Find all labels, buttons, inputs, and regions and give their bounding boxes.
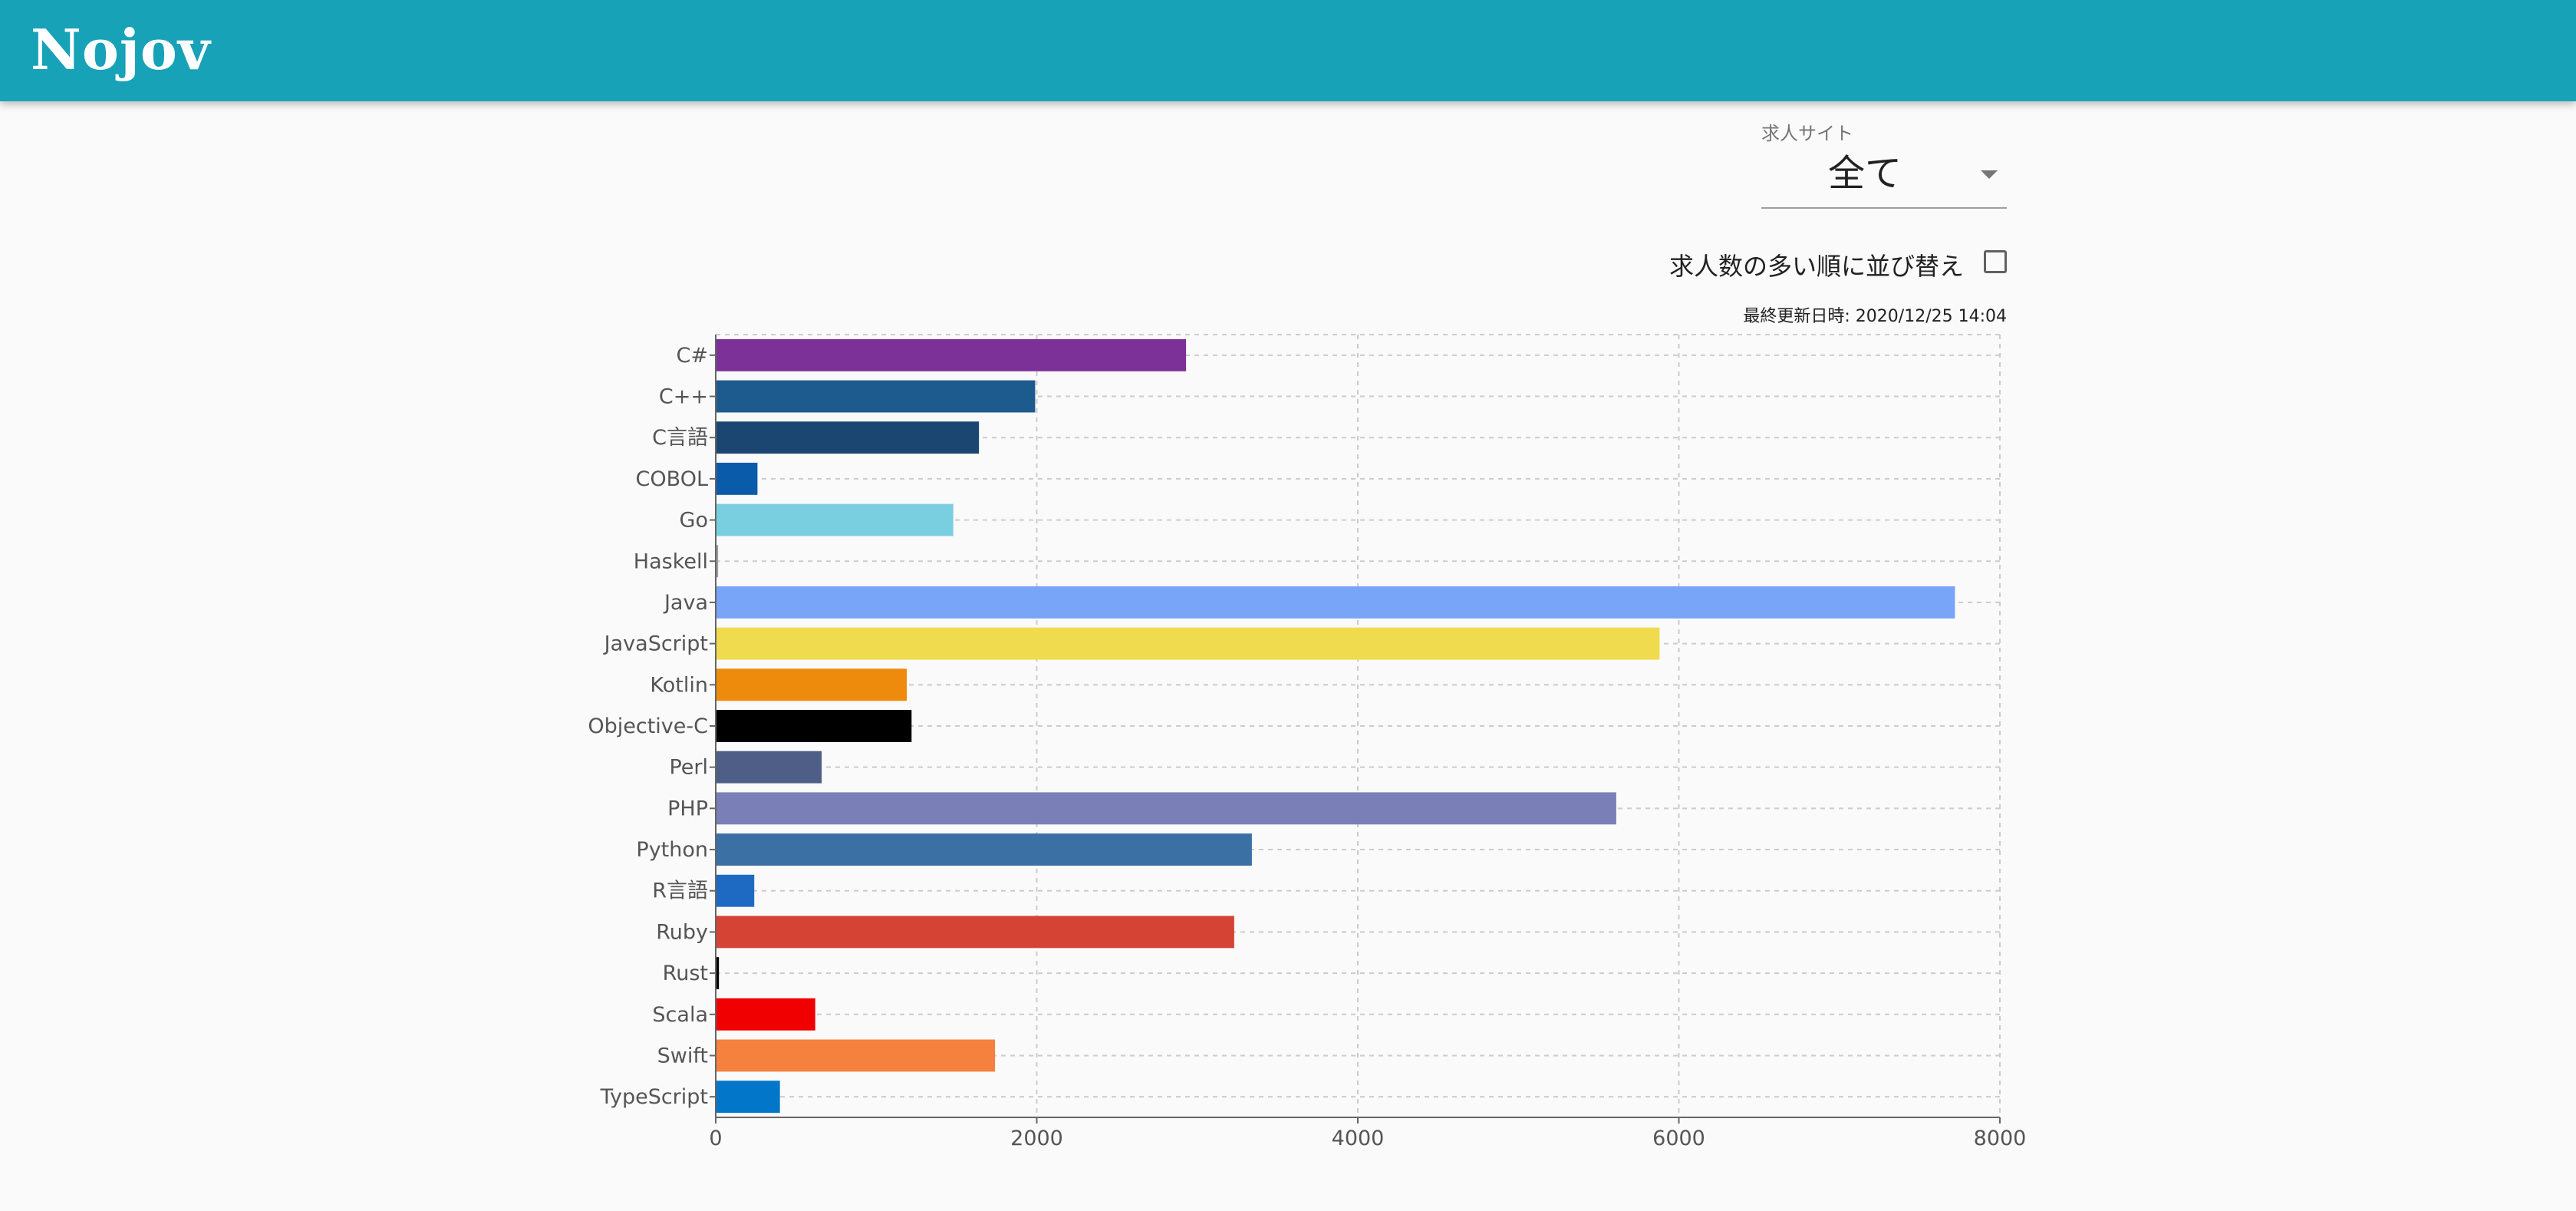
job-site-select[interactable]: 求人サイト 全て xyxy=(1761,115,2007,209)
app-logo[interactable]: Nojov xyxy=(31,17,211,82)
y-tick-label: Scala xyxy=(652,1003,708,1027)
sort-by-count-checkbox[interactable] xyxy=(1984,250,2007,273)
y-tick-label: Go xyxy=(680,509,708,533)
x-tick-label: 0 xyxy=(709,1127,722,1150)
bar[interactable] xyxy=(716,503,954,536)
y-tick-label: Ruby xyxy=(656,920,708,944)
bar[interactable] xyxy=(716,998,815,1031)
y-tick-label: Objective-C xyxy=(588,714,708,738)
y-tick-label: Java xyxy=(663,591,708,615)
select-underline xyxy=(1761,207,2007,209)
bar[interactable] xyxy=(716,916,1234,949)
y-tick-label: COBOL xyxy=(636,467,708,491)
x-tick-label: 8000 xyxy=(1974,1127,2027,1150)
bar[interactable] xyxy=(716,421,980,454)
y-tick-label: Haskell xyxy=(634,549,708,573)
y-tick-label: Rust xyxy=(663,962,708,985)
y-tick-label: C# xyxy=(677,344,708,368)
sort-by-count-label[interactable]: 求人数の多い順に並び替え xyxy=(1668,252,1964,281)
y-tick-label: Python xyxy=(636,838,708,862)
y-tick-label: C++ xyxy=(659,385,708,409)
bar[interactable] xyxy=(716,751,822,784)
last-updated-text: 最終更新日時: 2020/12/25 14:04 xyxy=(1743,307,2007,326)
bar[interactable] xyxy=(716,586,1955,619)
bar[interactable] xyxy=(716,668,908,701)
x-tick-label: 2000 xyxy=(1010,1127,1063,1150)
x-tick-label: 4000 xyxy=(1332,1127,1385,1150)
bar[interactable] xyxy=(716,627,1660,660)
y-tick-label: C言語 xyxy=(652,426,708,450)
y-tick-label: R言語 xyxy=(652,879,708,903)
bar[interactable] xyxy=(716,1081,780,1114)
sort-toggle-row[interactable]: 求人数の多い順に並び替え xyxy=(1611,244,2007,282)
bar[interactable] xyxy=(716,833,1252,866)
bar[interactable] xyxy=(716,338,1187,371)
job-site-select-value[interactable]: 全て xyxy=(1827,152,1902,195)
bar[interactable] xyxy=(716,380,1036,413)
chevron-down-icon[interactable] xyxy=(1981,170,1998,179)
job-site-select-label: 求人サイト xyxy=(1761,123,1853,144)
y-tick-label: Kotlin xyxy=(650,673,708,697)
y-tick-label: PHP xyxy=(667,797,708,820)
x-tick-label: 6000 xyxy=(1652,1127,1705,1150)
y-tick-label: TypeScript xyxy=(600,1085,708,1109)
y-tick-label: Swift xyxy=(657,1044,708,1067)
bar[interactable] xyxy=(716,1039,996,1072)
bar[interactable] xyxy=(716,957,720,990)
bar[interactable] xyxy=(716,792,1616,825)
bar[interactable] xyxy=(716,545,719,578)
app-header: Nojov xyxy=(0,0,2576,101)
y-tick-label: Perl xyxy=(669,756,708,780)
bar[interactable] xyxy=(716,462,758,495)
y-tick-label: JavaScript xyxy=(603,632,708,656)
bar[interactable] xyxy=(716,874,755,907)
bar[interactable] xyxy=(716,710,912,742)
job-count-bar-chart: C# C++ C言語 COBOL Go Haskell Java JavaScript Kotl… xyxy=(588,334,2027,1150)
